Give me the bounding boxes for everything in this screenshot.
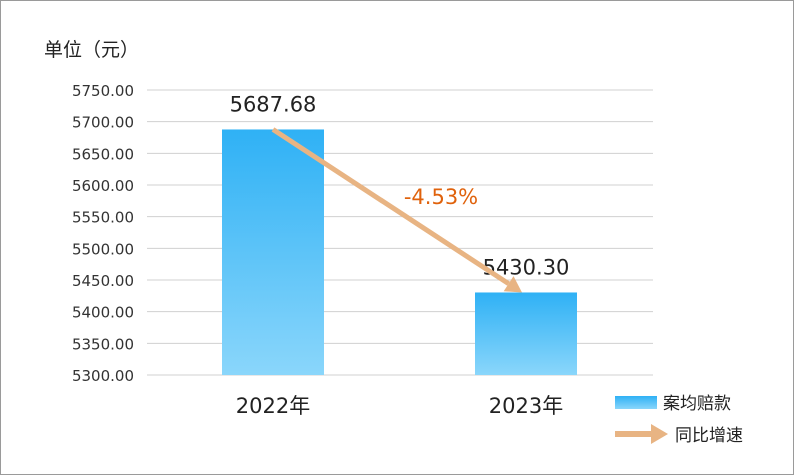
legend-bar-swatch	[615, 396, 657, 409]
growth-arrow-group: -4.53%	[271, 127, 522, 293]
x-tick-label: 2022年	[236, 394, 310, 418]
y-tick-label: 5650.00	[72, 145, 134, 163]
y-tick-label: 5450.00	[72, 272, 134, 290]
y-axis-tick-labels: 5300.00 5350.00 5400.00 5450.00 5500.00 5550.…	[72, 82, 134, 385]
growth-arrow-line	[271, 127, 510, 286]
y-tick-label: 5700.00	[72, 114, 134, 132]
growth-rate-label: -4.53%	[404, 185, 478, 209]
bar	[222, 129, 324, 375]
legend-bar-label: 案均赔款	[663, 394, 731, 414]
bars	[222, 129, 577, 375]
y-tick-label: 5400.00	[72, 304, 134, 322]
bar	[475, 292, 577, 375]
y-tick-label: 5500.00	[72, 240, 134, 258]
y-tick-label: 5600.00	[72, 177, 134, 195]
legend-growth-label: 同比增速	[675, 426, 743, 446]
y-tick-label: 5350.00	[72, 335, 134, 353]
y-tick-label: 5300.00	[72, 367, 134, 385]
x-axis-tick-labels: 2022年 2023年	[236, 394, 563, 418]
legend-arrow-head	[651, 424, 668, 444]
x-tick-label: 2023年	[489, 394, 563, 418]
bar-value-label: 5687.68	[230, 92, 317, 116]
y-tick-label: 5750.00	[72, 82, 134, 100]
y-axis-unit-label: 单位（元）	[44, 39, 139, 61]
y-tick-label: 5550.00	[72, 209, 134, 227]
growth-arrow-head	[503, 276, 522, 293]
